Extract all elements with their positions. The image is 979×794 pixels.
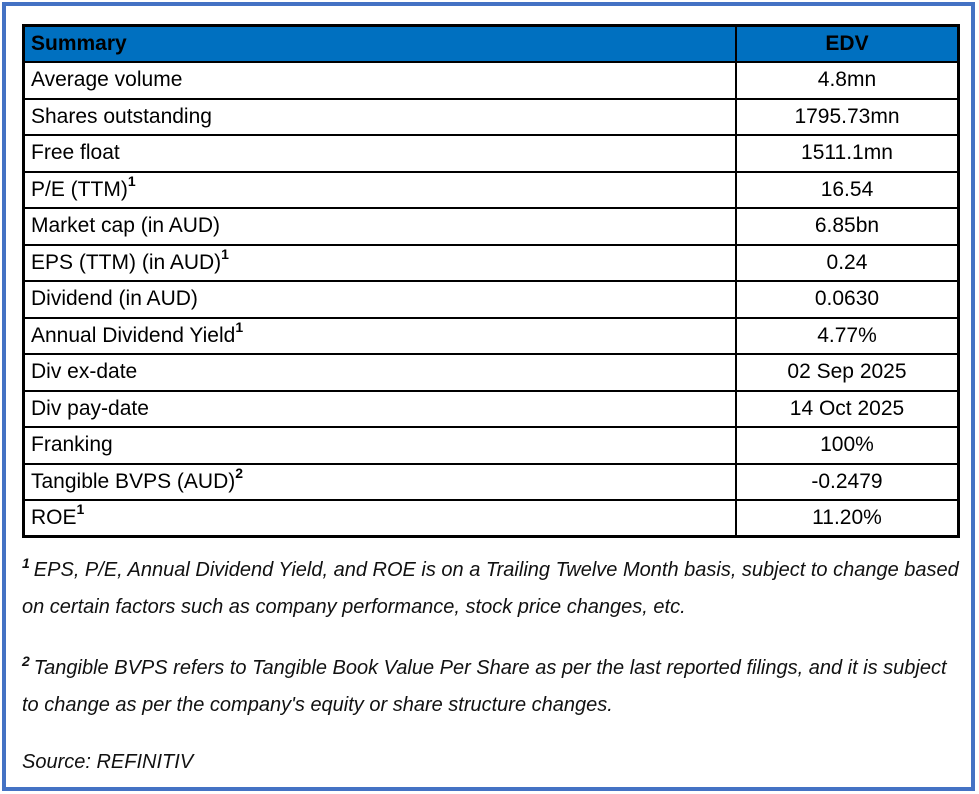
footnote-marker: 1 bbox=[76, 501, 85, 517]
footnote-2: 2 Tangible BVPS refers to Tangible Book V… bbox=[22, 650, 960, 724]
row-value: 100% bbox=[734, 426, 960, 465]
row-value: 1795.73mn bbox=[734, 97, 960, 136]
table-header-summary: Summary bbox=[22, 24, 737, 63]
table-row: Free float 1511.1mn bbox=[22, 134, 960, 173]
footnote-1: 1 EPS, P/E, Annual Dividend Yield, and RO… bbox=[22, 552, 960, 626]
row-value: 1511.1mn bbox=[734, 134, 960, 173]
table-row: Div pay-date 14 Oct 2025 bbox=[22, 389, 960, 428]
row-value: 11.20% bbox=[734, 499, 960, 538]
row-label: Shares outstanding bbox=[31, 104, 212, 128]
table-header-row: Summary EDV bbox=[22, 24, 960, 63]
table-header-ticker: EDV bbox=[734, 24, 960, 63]
row-label: Average volume bbox=[31, 68, 183, 92]
footnote-marker: 1 bbox=[235, 318, 244, 335]
row-value: 0.0630 bbox=[734, 280, 960, 319]
row-value: -0.2479 bbox=[734, 462, 960, 501]
table-row: Average volume 4.8mn bbox=[22, 61, 960, 100]
row-label: Franking bbox=[31, 433, 113, 457]
row-value: 4.8mn bbox=[734, 61, 960, 100]
summary-table: Summary EDV Average volume 4.8mn Shares … bbox=[22, 24, 960, 538]
row-label: Div pay-date bbox=[31, 396, 149, 420]
row-label: Free float bbox=[31, 141, 120, 165]
footnote-2-marker: 2 bbox=[22, 653, 30, 670]
row-value: 02 Sep 2025 bbox=[734, 353, 960, 392]
table-row: Div ex-date 02 Sep 2025 bbox=[22, 353, 960, 392]
row-label: Tangible BVPS (AUD) bbox=[31, 469, 236, 493]
row-value: 6.85bn bbox=[734, 207, 960, 246]
footnote-1-text: EPS, P/E, Annual Dividend Yield, and ROE… bbox=[22, 559, 959, 618]
table-row: P/E (TTM)1 16.54 bbox=[22, 170, 960, 209]
row-value: 4.77% bbox=[734, 316, 960, 355]
row-value: 14 Oct 2025 bbox=[734, 389, 960, 428]
footnote-marker: 1 bbox=[127, 172, 136, 189]
table-row: Annual Dividend Yield1 4.77% bbox=[22, 316, 960, 355]
row-label: P/E (TTM) bbox=[31, 177, 128, 201]
footnote-marker: 1 bbox=[221, 245, 229, 262]
row-label: Annual Dividend Yield bbox=[31, 323, 236, 347]
table-row: Franking 100% bbox=[22, 426, 960, 465]
table-row: Shares outstanding 1795.73mn bbox=[22, 97, 960, 136]
footnote-marker: 2 bbox=[235, 464, 244, 481]
row-label: Div ex-date bbox=[31, 360, 138, 384]
row-label: Dividend (in AUD) bbox=[31, 287, 198, 311]
row-value: 16.54 bbox=[734, 170, 960, 209]
table-row: EPS (TTM) (in AUD)1 0.24 bbox=[22, 243, 960, 282]
table-row: Market cap (in AUD) 6.85bn bbox=[22, 207, 960, 246]
footnote-1-marker: 1 bbox=[22, 555, 30, 572]
summary-panel: Summary EDV Average volume 4.8mn Shares … bbox=[22, 24, 960, 781]
footnote-2-text: Tangible BVPS refers to Tangible Book Va… bbox=[22, 657, 947, 716]
row-label: EPS (TTM) (in AUD) bbox=[31, 250, 222, 274]
table-row: Tangible BVPS (AUD)2 -0.2479 bbox=[22, 462, 960, 501]
footnotes: 1 EPS, P/E, Annual Dividend Yield, and RO… bbox=[22, 552, 960, 781]
row-value: 0.24 bbox=[734, 243, 960, 282]
row-label: ROE bbox=[31, 506, 77, 529]
table-row: ROE1 11.20% bbox=[22, 499, 960, 538]
table-row: Dividend (in AUD) 0.0630 bbox=[22, 280, 960, 319]
row-label: Market cap (in AUD) bbox=[31, 214, 221, 238]
source-attribution: Source: REFINITIV bbox=[22, 751, 194, 773]
summary-table-body: Average volume 4.8mn Shares outstanding … bbox=[22, 61, 960, 538]
